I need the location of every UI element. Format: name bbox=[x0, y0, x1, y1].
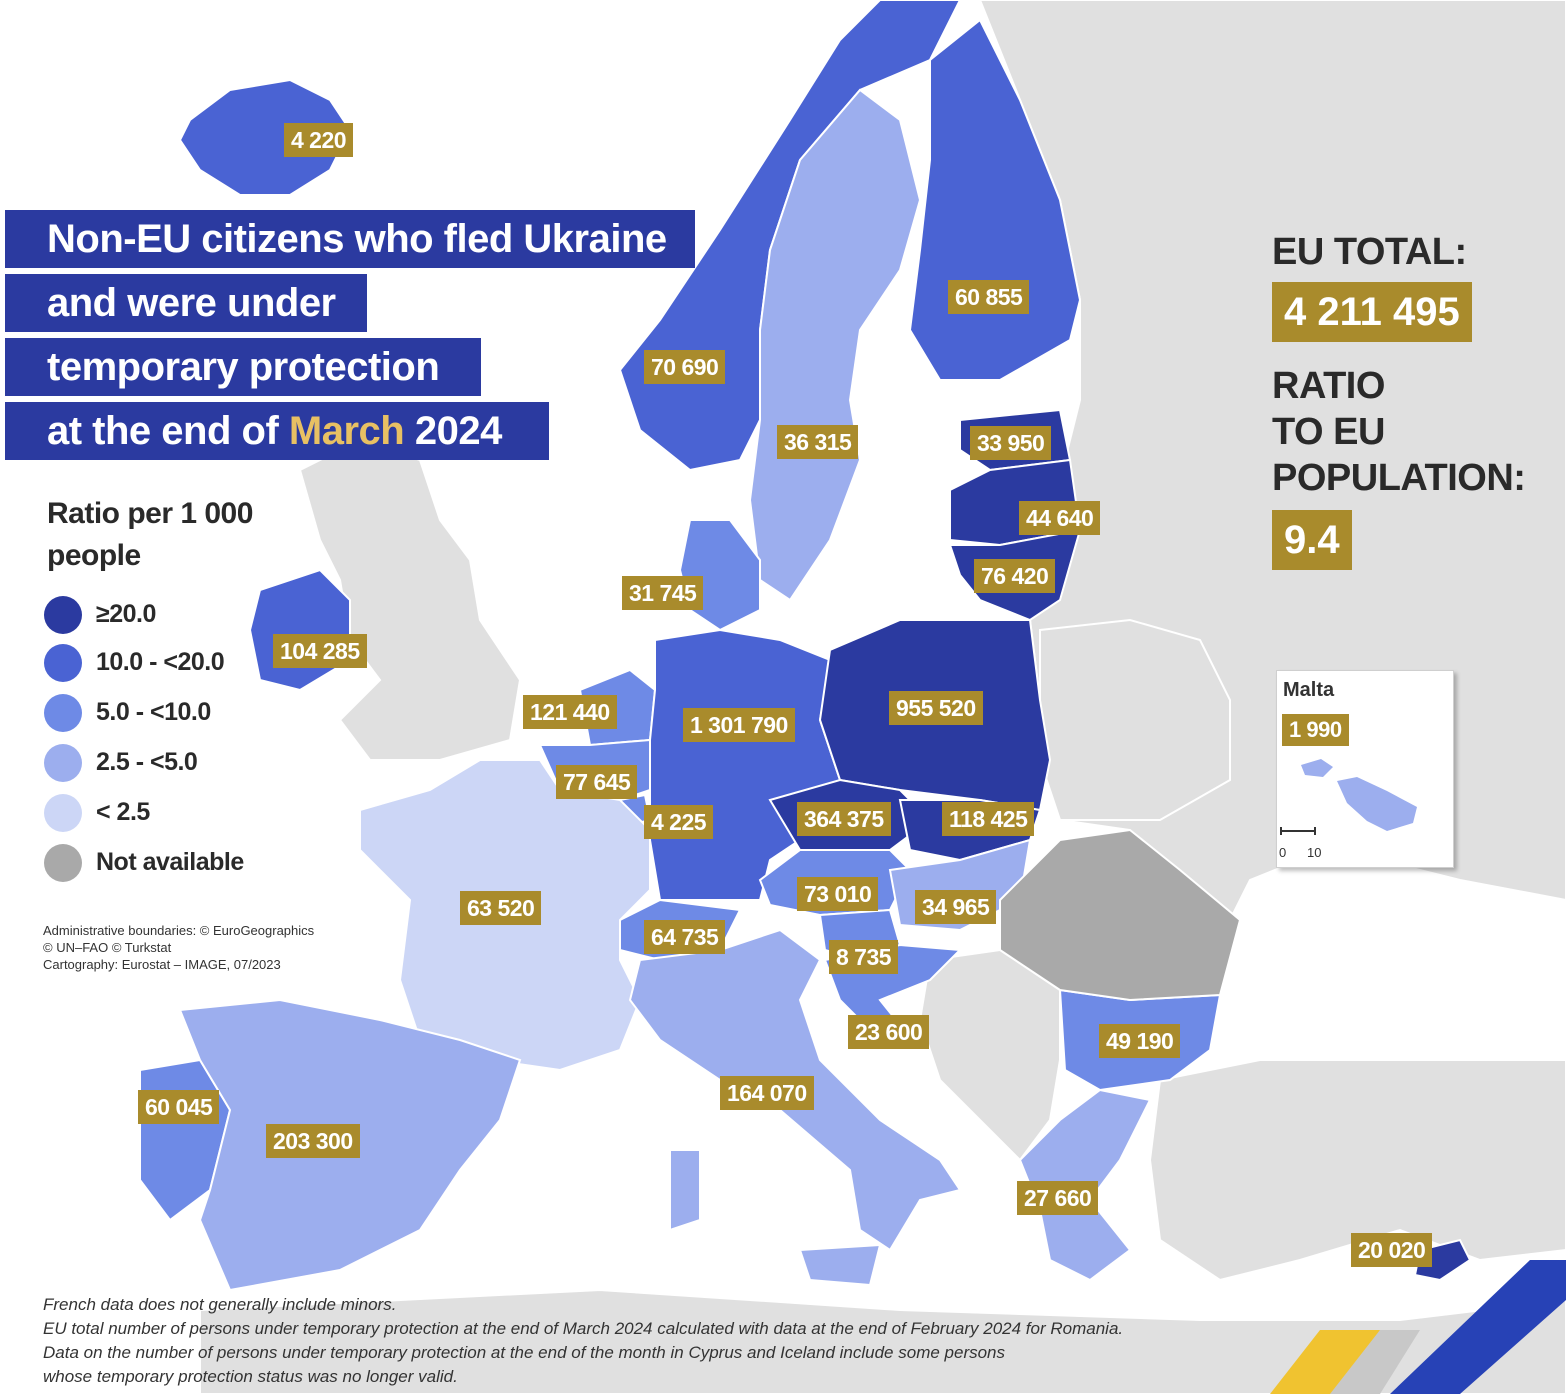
footnotes: French data does not generally include m… bbox=[43, 1293, 1123, 1389]
title-year: 2024 bbox=[414, 409, 502, 453]
label-norway: 70 690 bbox=[644, 350, 726, 384]
label-hungary: 34 965 bbox=[915, 890, 997, 924]
label-iceland: 4 220 bbox=[284, 123, 354, 157]
country-sweden bbox=[748, 88, 922, 602]
legend-label: ≥20.0 bbox=[96, 600, 156, 628]
title-line-1: Non-EU citizens who fled Ukraine bbox=[5, 210, 695, 268]
label-malta: 1 990 bbox=[1282, 714, 1349, 746]
label-bulgaria: 49 190 bbox=[1099, 1024, 1181, 1058]
malta-gozo bbox=[1301, 759, 1333, 777]
label-austria: 73 010 bbox=[797, 877, 879, 911]
credits: Administrative boundaries: © EuroGeograp… bbox=[43, 922, 314, 973]
label-germany: 1 301 790 bbox=[683, 708, 795, 742]
scale-label-0: 0 bbox=[1279, 845, 1286, 860]
eu-total-label: EU TOTAL: bbox=[1272, 231, 1467, 273]
ratio-label-3: POPULATION: bbox=[1272, 457, 1526, 499]
legend-swatch bbox=[44, 694, 82, 732]
inset-title: Malta bbox=[1283, 679, 1335, 701]
label-ireland: 104 285 bbox=[273, 634, 367, 668]
footnote-line: whose temporary protection status was no… bbox=[43, 1367, 458, 1386]
credit-line: © UN–FAO © Turkstat bbox=[43, 940, 172, 955]
label-greece: 27 660 bbox=[1017, 1181, 1099, 1215]
title-line-2: and were under bbox=[5, 274, 367, 332]
label-slovenia: 8 735 bbox=[829, 940, 899, 974]
label-sweden: 36 315 bbox=[777, 425, 859, 459]
legend-swatch bbox=[44, 844, 82, 882]
label-denmark: 31 745 bbox=[622, 576, 704, 610]
label-czechia: 364 375 bbox=[797, 802, 891, 836]
country-italy-sicily bbox=[798, 1243, 882, 1287]
title-month: March bbox=[288, 409, 405, 453]
label-lithuania: 76 420 bbox=[974, 559, 1056, 593]
title-line-4: at the end of March 2024 bbox=[5, 402, 549, 460]
credit-line: Cartography: Eurostat – IMAGE, 07/2023 bbox=[43, 957, 281, 972]
label-cyprus: 20 020 bbox=[1351, 1233, 1433, 1267]
label-italy: 164 070 bbox=[720, 1076, 814, 1110]
ratio-label-1: RATIO bbox=[1272, 365, 1385, 407]
ratio-value: 9.4 bbox=[1272, 510, 1352, 570]
label-finland: 60 855 bbox=[948, 280, 1030, 314]
legend-title: Ratio per 1 000 people bbox=[47, 497, 253, 572]
label-france: 63 520 bbox=[460, 891, 542, 925]
africa-land bbox=[199, 1288, 1566, 1394]
title-line-3: temporary protection bbox=[5, 338, 481, 396]
scale-label-10: 10 bbox=[1307, 845, 1321, 860]
legend-label: Not available bbox=[96, 848, 244, 876]
ratio-label-2: TO EU bbox=[1272, 411, 1385, 453]
legend-label: 2.5 - <5.0 bbox=[96, 748, 198, 776]
legend-label: 10.0 - <20.0 bbox=[96, 648, 225, 676]
label-netherlands: 121 440 bbox=[523, 695, 617, 729]
malta-island-map: 0 10 bbox=[1279, 759, 1417, 860]
footnote-line: Data on the number of persons under temp… bbox=[43, 1343, 1006, 1362]
malta-inset: Malta 1 990 0 10 bbox=[1276, 670, 1454, 868]
brand-stripe-yellow bbox=[1270, 1330, 1380, 1394]
label-luxembourg: 4 225 bbox=[644, 805, 714, 839]
legend-swatch bbox=[44, 644, 82, 682]
label-switzerland: 64 735 bbox=[644, 920, 726, 954]
credit-line: Administrative boundaries: © EuroGeograp… bbox=[43, 923, 315, 938]
label-poland: 955 520 bbox=[889, 691, 983, 725]
legend-swatch bbox=[44, 596, 82, 634]
eu-total-value: 4 211 495 bbox=[1272, 282, 1472, 342]
label-estonia: 33 950 bbox=[970, 426, 1052, 460]
legend-label: < 2.5 bbox=[96, 798, 150, 826]
country-iceland bbox=[178, 78, 352, 196]
legend-label: 5.0 - <10.0 bbox=[96, 698, 211, 726]
label-portugal: 60 045 bbox=[138, 1090, 220, 1124]
country-romania bbox=[999, 828, 1242, 1002]
brand-stripe-grey bbox=[1330, 1330, 1420, 1394]
footnote-line: EU total number of persons under tempora… bbox=[43, 1319, 1124, 1338]
title-line-4-prefix: at the end of bbox=[47, 409, 279, 453]
country-italy-sardinia bbox=[669, 1149, 701, 1232]
label-croatia: 23 600 bbox=[848, 1015, 930, 1049]
legend-swatch bbox=[44, 794, 82, 832]
label-latvia: 44 640 bbox=[1019, 501, 1101, 535]
balkans-land bbox=[918, 948, 1061, 1162]
brand-stripe-blue bbox=[1390, 1260, 1566, 1394]
malta-main bbox=[1337, 777, 1417, 831]
label-slovakia: 118 425 bbox=[942, 802, 1035, 836]
label-belgium: 77 645 bbox=[556, 765, 638, 799]
legend-swatch bbox=[44, 744, 82, 782]
label-spain: 203 300 bbox=[266, 1124, 360, 1158]
country-ireland bbox=[248, 568, 351, 692]
footnote-line: French data does not generally include m… bbox=[43, 1295, 397, 1314]
ukraine-land bbox=[1039, 618, 1231, 821]
country-denmark bbox=[678, 519, 761, 632]
